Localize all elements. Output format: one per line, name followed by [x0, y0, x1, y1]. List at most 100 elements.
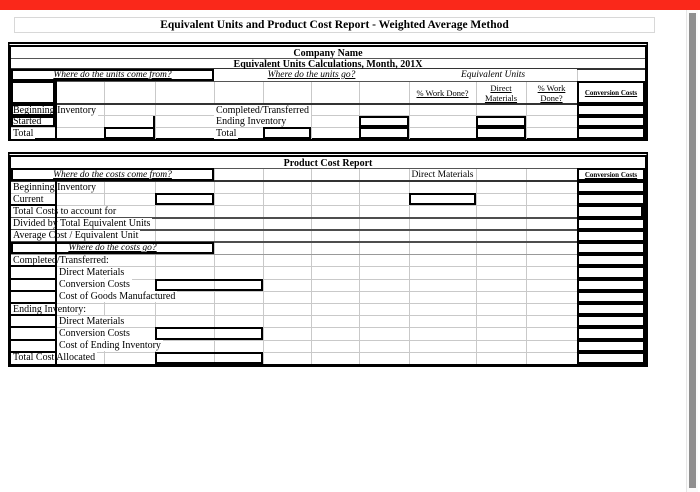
input-cell[interactable] — [577, 127, 645, 139]
units-go-header: Where do the units go? — [214, 69, 409, 81]
grid-line — [11, 278, 645, 280]
table-title: Product Cost Report — [283, 158, 373, 169]
row-label: Total — [11, 127, 36, 139]
input-cell[interactable] — [577, 104, 645, 116]
row-label: Average Cost / Equivalent Unit — [11, 230, 141, 242]
scrollbar-thumb[interactable] — [689, 13, 696, 488]
row-label: Beginning Inventory — [11, 181, 99, 193]
pct-work-done-header-2: % Work Done? — [537, 82, 566, 103]
input-cell[interactable] — [11, 115, 55, 127]
row-label: Divided by Total Equivalent Units — [11, 218, 153, 230]
grid-line — [11, 315, 645, 317]
input-cell[interactable] — [577, 229, 645, 242]
row-label: Started — [11, 116, 44, 127]
scrollbar[interactable] — [686, 10, 698, 492]
input-cell[interactable] — [577, 217, 645, 230]
grid-line — [11, 241, 645, 243]
page-title-box: Equivalent Units and Product Cost Report… — [14, 17, 655, 33]
row-label: Current — [11, 193, 46, 205]
input-cell[interactable] — [577, 315, 645, 328]
row-label: Total Costs to account for — [11, 206, 119, 217]
input-cell[interactable] — [577, 351, 645, 364]
cell-border — [11, 350, 55, 353]
row-label: Conversion Costs — [57, 328, 132, 339]
input-cell[interactable] — [359, 127, 409, 139]
input-cell[interactable] — [476, 115, 526, 127]
input-cell[interactable] — [577, 266, 645, 279]
row-label: Direct Materials — [57, 315, 127, 327]
input-cell[interactable] — [577, 290, 645, 303]
product-cost-report-table: Product Cost Report Where do the costs c… — [8, 152, 648, 367]
grid-line — [11, 290, 645, 292]
input-cell[interactable] — [104, 127, 155, 139]
thick-column-border — [55, 81, 57, 139]
cell-border — [11, 289, 55, 292]
input-cell[interactable] — [359, 115, 409, 127]
input-cell[interactable] — [11, 104, 55, 116]
cell-border — [11, 277, 55, 280]
cell-fill-mark — [641, 205, 648, 218]
conversion-costs-header-box — [577, 81, 645, 104]
conversion-costs-header-box — [577, 168, 645, 181]
row-label: Cost of Goods Manufactured — [57, 291, 178, 303]
input-cell[interactable] — [263, 127, 311, 139]
input-cell[interactable] — [577, 278, 645, 291]
input-cell[interactable] — [155, 278, 263, 291]
row-label: Cost of Ending Inventory — [57, 340, 163, 352]
costs-go-header: Where do the costs go? — [11, 242, 214, 255]
grid-line — [11, 205, 645, 206]
input-cell[interactable] — [155, 327, 263, 340]
cell-border — [11, 265, 55, 268]
input-cell[interactable] — [577, 254, 645, 267]
grid-line — [11, 339, 645, 341]
cell-border — [11, 302, 55, 304]
row-label: Total Cost Allocated — [11, 352, 98, 364]
grid-line — [11, 216, 645, 219]
row-label: Ending Inventory — [214, 116, 289, 127]
conversion-costs-header: Conversion Costs — [584, 88, 638, 97]
cell-border — [11, 314, 55, 317]
grid-line — [11, 254, 645, 255]
input-cell[interactable] — [577, 193, 645, 206]
cell-border — [153, 115, 155, 127]
input-cell[interactable] — [577, 339, 645, 352]
input-cell[interactable] — [577, 115, 645, 127]
grid-line — [11, 180, 645, 182]
cell-border — [11, 338, 55, 341]
input-cell[interactable] — [476, 127, 526, 139]
input-cell[interactable] — [577, 327, 645, 340]
costs-from-header: Where do the costs come from? — [11, 168, 214, 181]
grid-line — [11, 266, 645, 267]
row-label: Direct Materials — [57, 267, 127, 278]
input-cell[interactable] — [155, 351, 263, 364]
equivalent-units-table: Company Name Equivalent Units Calculatio… — [8, 42, 648, 141]
company-name: Company Name — [293, 48, 363, 59]
units-from-header: Where do the units come from? — [11, 69, 214, 81]
input-cell[interactable] — [409, 193, 476, 206]
cell-border — [11, 326, 55, 329]
grid-line — [11, 127, 645, 128]
input-cell[interactable] — [577, 303, 645, 316]
grid-line — [11, 168, 645, 169]
cell-border — [11, 204, 55, 207]
conversion-costs-header: Conversion Costs — [584, 170, 638, 179]
direct-materials-header: Direct Materials — [484, 82, 518, 103]
row-label: Completed/Transferred — [214, 104, 311, 116]
row-label: Total — [214, 127, 239, 139]
grid-line — [11, 351, 645, 353]
grid-line — [11, 228, 645, 231]
page-title: Equivalent Units and Product Cost Report… — [160, 19, 509, 31]
direct-materials-header: Direct Materials — [411, 169, 474, 180]
input-cell[interactable] — [577, 242, 645, 255]
grid-line — [11, 103, 645, 105]
input-cell[interactable] — [577, 181, 645, 194]
pct-work-done-header-1: % Work Done? — [416, 87, 469, 98]
input-cell[interactable] — [577, 205, 645, 218]
input-cell[interactable] — [155, 193, 214, 206]
grid-line — [11, 58, 645, 59]
grid-line — [11, 81, 645, 82]
section-label: Ending Inventory: — [11, 303, 89, 315]
input-cell[interactable] — [11, 81, 55, 104]
row-label: Conversion Costs — [57, 279, 132, 291]
grid-line — [11, 327, 645, 329]
